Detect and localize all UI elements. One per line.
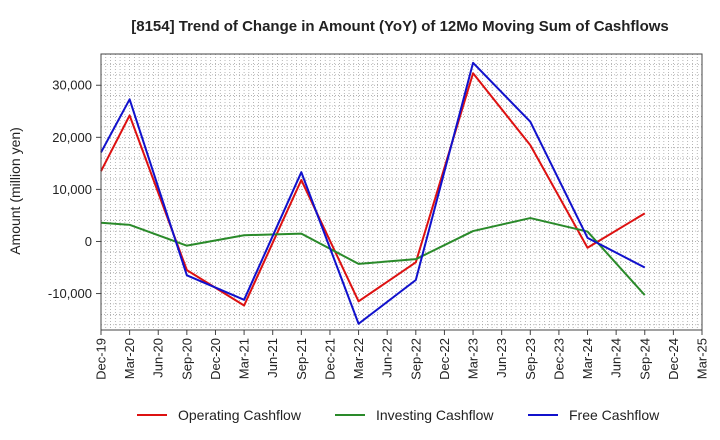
x-tick-label: Jun-20 [151,338,166,378]
x-tick-label: Mar-22 [351,338,366,379]
legend-label-free-cashflow: Free Cashflow [569,407,660,423]
y-tick-label: 10,000 [52,182,92,197]
x-tick-label: Dec-21 [322,338,337,380]
x-tick-label: Sep-20 [179,338,194,380]
x-tick-label: Dec-19 [94,338,109,380]
x-tick-label: Mar-25 [695,338,710,379]
x-tick-label: Sep-24 [637,338,652,380]
x-axis: Dec-19 Mar-20 Jun-20 Sep-20 Dec-20 Mar-21 Jun-… [94,330,710,380]
x-tick-label: Mar-24 [580,338,595,379]
x-tick-label: Dec-20 [208,338,223,380]
x-tick-label: Dec-23 [551,338,566,380]
x-tick-label: Sep-21 [294,338,309,380]
plot-frame [100,53,703,331]
series-layer [100,61,646,325]
y-tick-label: -10,000 [48,286,92,301]
x-tick-label: Mar-23 [466,338,481,379]
x-tick-label: Dec-24 [666,338,681,380]
x-tick-label: Mar-20 [122,338,137,379]
chart-title: [8154] Trend of Change in Amount (YoY) o… [131,18,669,35]
x-tick-label: Dec-22 [437,338,452,380]
series-line-free-cashflow [100,61,646,325]
y-axis: -10,000 0 10,000 20,000 30,000 [48,78,101,301]
x-tick-label: Jun-21 [265,338,280,378]
x-tick-label: Sep-22 [408,338,423,380]
x-tick-label: Jun-23 [494,338,509,378]
y-tick-label: 20,000 [52,130,92,145]
x-tick-label: Jun-22 [380,338,395,378]
legend-label-operating-cashflow: Operating Cashflow [178,407,302,423]
y-tick-label: 0 [85,234,92,249]
y-axis-label: Amount (million yen) [7,127,23,255]
x-tick-label: Jun-24 [609,338,624,378]
x-tick-label: Sep-23 [523,338,538,380]
y-tick-label: 30,000 [52,78,92,93]
legend: Operating Cashflow Investing Cashflow Free… [137,407,660,423]
legend-label-investing-cashflow: Investing Cashflow [376,407,494,423]
series-line-investing-cashflow [100,217,646,296]
x-tick-label: Mar-21 [237,338,252,379]
grid-lines [101,53,702,330]
